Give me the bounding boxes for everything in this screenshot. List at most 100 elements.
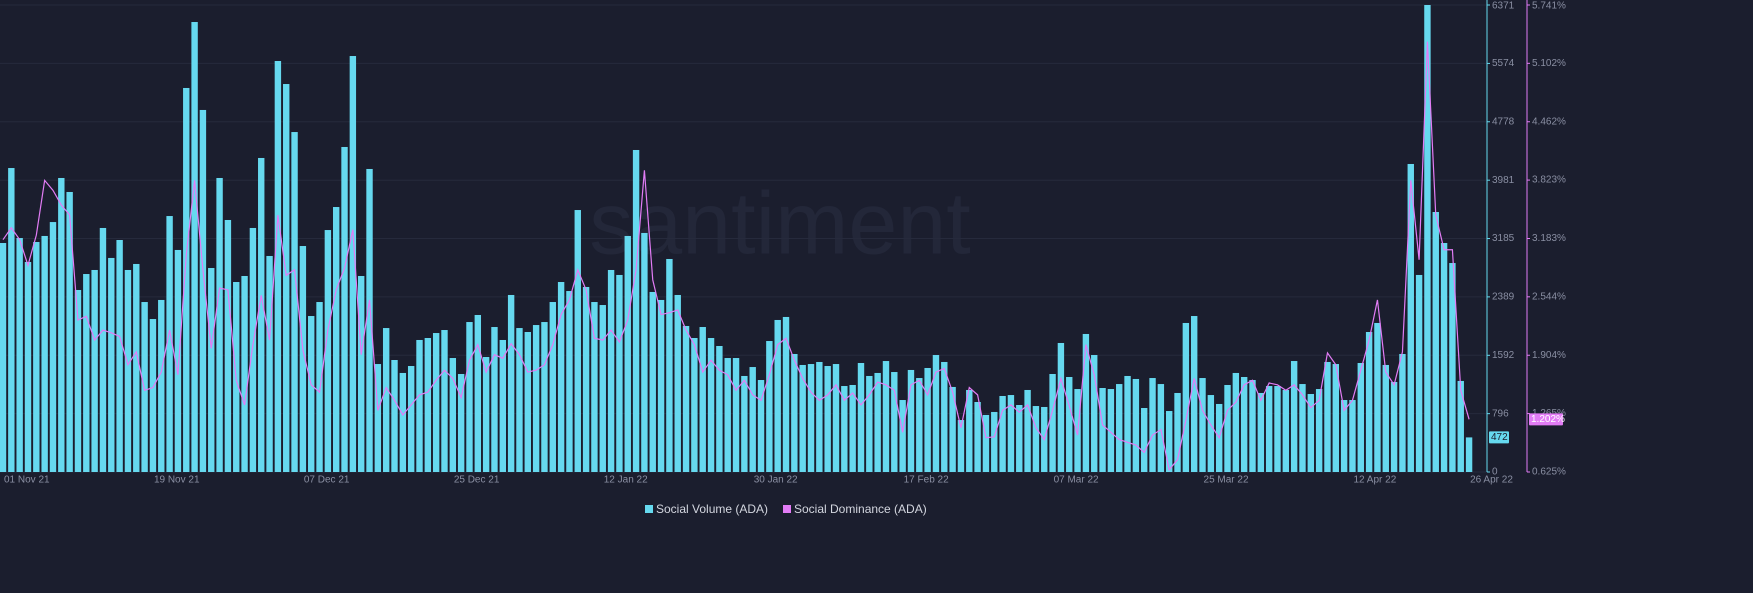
x-tick-label: 19 Nov 21 (154, 475, 200, 486)
last-value-label: 1.202% (1531, 414, 1565, 425)
bar (1016, 405, 1023, 472)
bar (866, 375, 873, 472)
bar (816, 361, 823, 472)
y2-tick-label: 2.544% (1532, 291, 1566, 302)
y2-tick-label: 0.625% (1532, 467, 1566, 478)
bar (258, 157, 265, 472)
last-value-label: 472 (1491, 432, 1508, 443)
bar (516, 328, 523, 472)
bar (241, 275, 248, 472)
bar (824, 366, 831, 472)
bar (1465, 437, 1473, 472)
bar (507, 294, 515, 472)
bar (1082, 333, 1090, 472)
bar (616, 274, 623, 472)
bar (424, 338, 432, 472)
bar (591, 302, 598, 472)
bar (1224, 384, 1231, 472)
y-tick-label: 2389 (1492, 292, 1515, 303)
bar (1124, 375, 1131, 472)
y2-tick-label: 4.462% (1532, 116, 1566, 127)
bar (83, 274, 90, 472)
legend-swatch (783, 505, 791, 513)
bar (199, 109, 207, 472)
bar (341, 146, 348, 472)
bar (266, 255, 273, 472)
bar (1290, 361, 1298, 472)
y2-tick-label: 1.904% (1532, 350, 1566, 361)
bar (74, 289, 82, 472)
bar (924, 367, 931, 472)
bar (899, 400, 906, 472)
bar (849, 384, 856, 472)
bar (774, 319, 781, 472)
y-tick-label: 6371 (1492, 1, 1515, 12)
bar (1207, 395, 1215, 472)
bar (699, 327, 706, 472)
bar (999, 395, 1006, 472)
bar (0, 243, 7, 472)
bar (966, 389, 973, 472)
bar (882, 361, 890, 472)
bar (749, 367, 756, 472)
bar (133, 263, 140, 472)
bar (299, 246, 307, 472)
bar (249, 227, 257, 472)
y2-tick-label: 5.102% (1532, 58, 1566, 69)
bar (566, 291, 573, 472)
y-tick-label: 3981 (1492, 175, 1515, 186)
bar (1265, 386, 1273, 472)
bar (1007, 395, 1015, 472)
bar (682, 325, 690, 472)
bar (799, 364, 806, 472)
y2-tick-label: 3.183% (1532, 233, 1566, 244)
bar (224, 219, 232, 472)
bar (324, 230, 332, 472)
y-tick-label: 1592 (1492, 350, 1515, 361)
bar (632, 149, 640, 472)
bar (1424, 5, 1431, 472)
bar (782, 316, 790, 472)
bar (33, 241, 40, 472)
bar (1190, 316, 1198, 472)
bar (549, 302, 556, 472)
bar (1324, 361, 1331, 472)
bar (1149, 378, 1156, 472)
last-value-badge (1529, 413, 1563, 426)
x-tick-label: 25 Dec 21 (454, 475, 500, 486)
y2-tick-label: 5.741% (1532, 1, 1566, 12)
bar (1299, 384, 1306, 472)
bar (333, 207, 340, 472)
x-tick-label: 07 Mar 22 (1054, 475, 1099, 486)
bar (857, 363, 865, 472)
bar (441, 330, 448, 472)
bar (1107, 389, 1115, 472)
legend-label: Social Volume (ADA) (656, 502, 768, 516)
x-tick-label: 01 Nov 21 (4, 475, 50, 486)
bar (99, 227, 107, 472)
bar (1332, 364, 1339, 472)
bar (91, 269, 98, 472)
bar (791, 353, 798, 472)
bar (707, 338, 715, 472)
bar (1282, 389, 1290, 472)
bar (357, 275, 365, 472)
bar (599, 305, 606, 472)
bar (1240, 377, 1248, 472)
x-tick-label: 12 Jan 22 (604, 475, 648, 486)
bar (524, 331, 531, 472)
bar (116, 240, 123, 472)
bar (807, 364, 815, 472)
x-tick-label: 17 Feb 22 (904, 475, 949, 486)
bar (316, 302, 323, 472)
bar (1457, 380, 1464, 472)
bar (1099, 387, 1106, 472)
bar (1440, 243, 1448, 472)
bar (274, 61, 282, 472)
bar (574, 210, 581, 473)
bar (1390, 381, 1398, 472)
bar (1091, 355, 1098, 472)
bar (1049, 373, 1056, 472)
